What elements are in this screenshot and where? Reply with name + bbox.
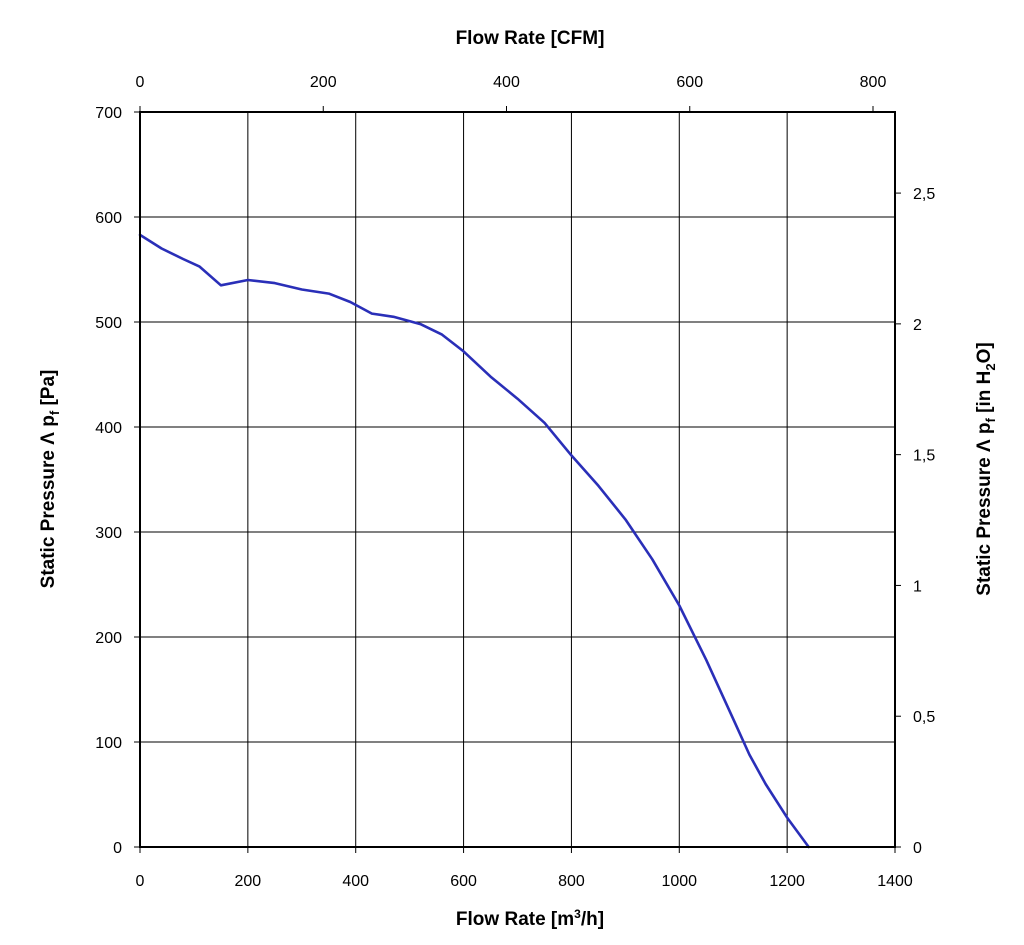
y-right-tick-label: 1,5 [913, 448, 935, 465]
x-bottom-tick-label: 1000 [661, 873, 697, 890]
x-top-tick-label: 400 [493, 74, 520, 91]
y-left-tick-label: 600 [95, 210, 122, 227]
y-right-title-sub: f [983, 417, 998, 422]
grid-lines [139, 111, 896, 848]
y-right-tick-label: 1 [913, 578, 922, 595]
y-left-tick-label: 500 [95, 315, 122, 332]
y-left-tick-label: 700 [95, 105, 122, 122]
data-series [138, 233, 811, 849]
y-right-title-sub2: 2 [983, 363, 998, 370]
y-right-title-mid: [in H [974, 371, 995, 419]
x-bottom-title-tail: /h] [581, 909, 604, 930]
y-left-tick-label: 200 [95, 630, 122, 647]
y-left-title-sub: f [47, 410, 62, 415]
x-top-axis-title: Flow Rate [CFM] [456, 28, 605, 49]
x-bottom-tick-label: 0 [136, 873, 145, 890]
x-top-tick-label: 0 [136, 74, 145, 91]
x-bottom-title-sup: 3 [574, 907, 581, 921]
y-right-ticks: 0 0,5 1 1,5 2 2,5 [895, 186, 935, 857]
y-right-tick-label: 2 [913, 317, 922, 334]
y-right-axis-title: Static Pressure Λ pf [in H2O] [974, 342, 998, 595]
y-right-tick-label: 0,5 [913, 709, 935, 726]
y-left-tick-label: 300 [95, 525, 122, 542]
x-top-ticks: 0 200 400 600 800 [136, 74, 887, 112]
x-bottom-axis-title: Flow Rate [m3/h] [456, 907, 604, 930]
x-top-tick-label: 600 [676, 74, 703, 91]
x-bottom-ticks: 0 200 400 600 800 1000 1200 1400 [136, 847, 913, 890]
x-top-tick-label: 800 [860, 74, 887, 91]
y-left-axis-title: Static Pressure Λ pf [Pa] [38, 370, 62, 589]
y-left-tick-label: 100 [95, 735, 122, 752]
y-right-tick-label: 0 [913, 840, 922, 857]
y-left-tick-label: 400 [95, 420, 122, 437]
x-bottom-tick-label: 400 [342, 873, 369, 890]
y-left-title-main: Static Pressure Λ p [38, 415, 59, 588]
x-bottom-tick-label: 800 [558, 873, 585, 890]
x-bottom-title-main: Flow Rate [m [456, 909, 574, 930]
y-right-tick-label: 2,5 [913, 186, 935, 203]
y-right-title-tail: O] [974, 342, 995, 363]
x-bottom-tick-label: 1400 [877, 873, 913, 890]
plot-frame [139, 111, 896, 848]
y-right-title-main: Static Pressure Λ p [974, 422, 995, 595]
y-left-tick-label: 0 [113, 840, 122, 857]
series-line [138, 233, 811, 849]
x-bottom-tick-label: 1200 [769, 873, 805, 890]
x-top-tick-label: 200 [310, 74, 337, 91]
x-bottom-tick-label: 200 [235, 873, 262, 890]
x-bottom-tick-label: 600 [450, 873, 477, 890]
y-left-title-tail: [Pa] [38, 370, 59, 411]
y-left-ticks: 0 100 200 300 400 500 600 700 [95, 105, 140, 857]
